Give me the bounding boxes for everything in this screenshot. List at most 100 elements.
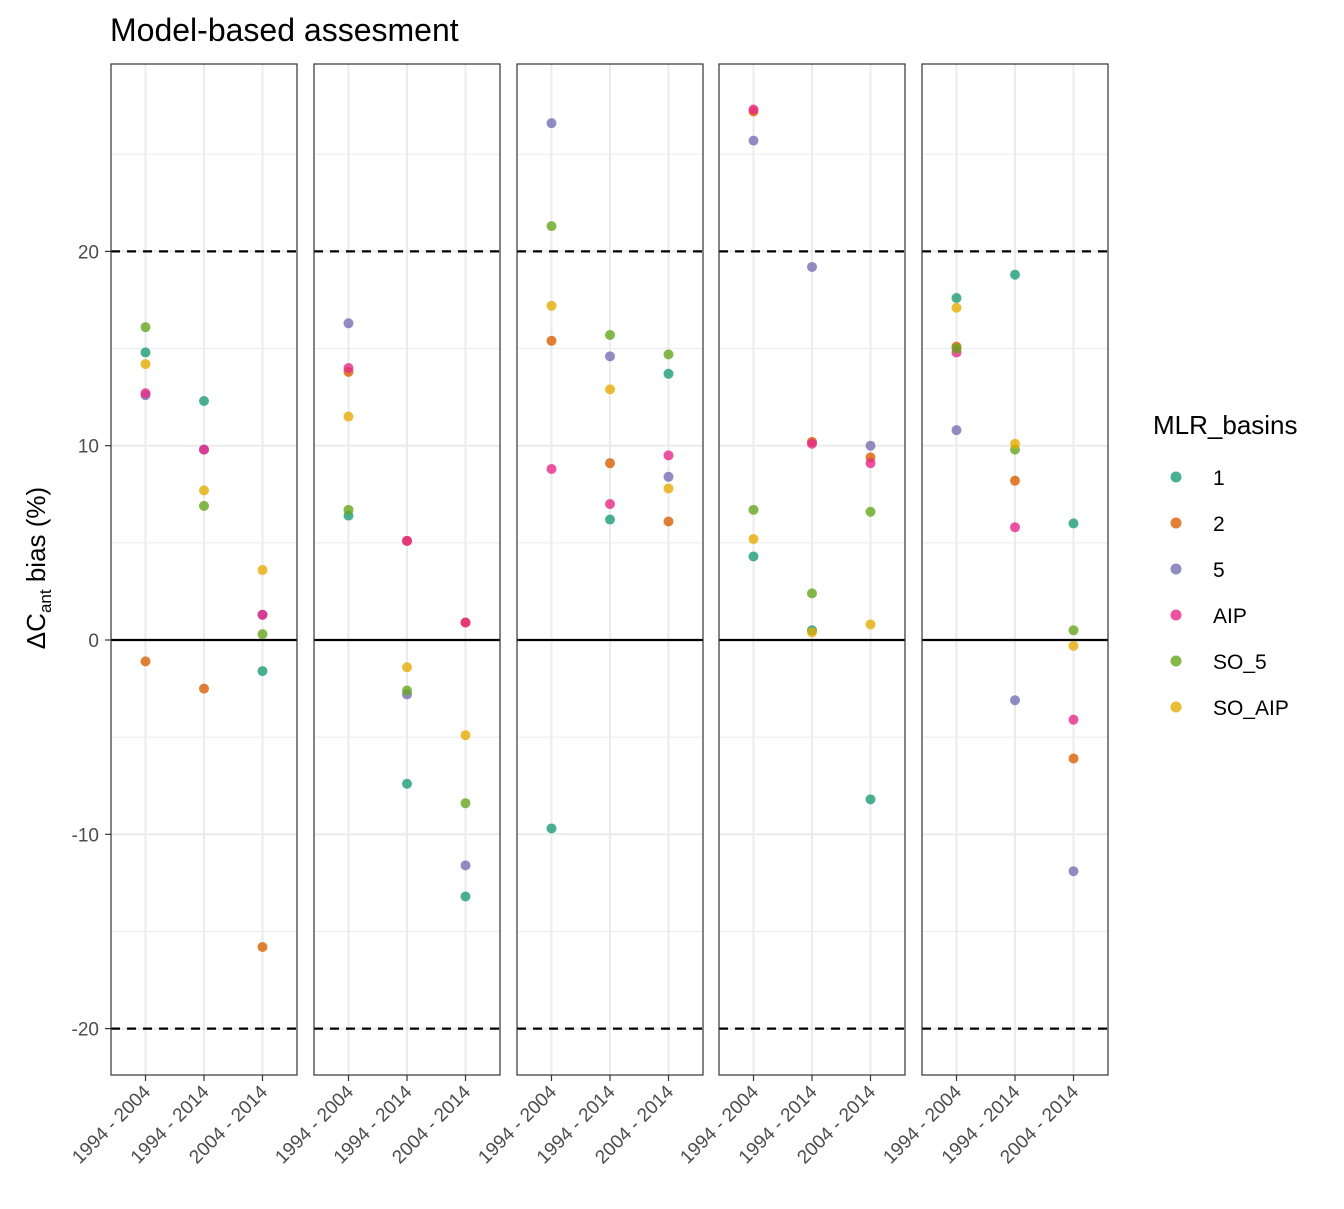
data-point-SO_5 [807,588,817,599]
data-point-2 [140,656,151,667]
legend-label-SO_AIP: SO_AIP [1213,697,1289,720]
legend-title: MLR_basins [1153,410,1298,440]
data-point-SO_AIP [951,302,962,313]
data-point-1 [140,347,151,358]
data-point-SO_5 [199,500,209,511]
data-point-SO_AIP [605,384,615,395]
data-point-2 [546,335,557,346]
data-point-1 [605,514,615,525]
data-point-SO_AIP [1068,640,1079,651]
data-point-SO_AIP [1010,438,1020,449]
data-point-2 [605,458,615,469]
y-axis-title-suffix: bias (%) [21,487,51,590]
y-axis-title: ΔCant bias (%) [21,487,55,649]
legend-key-AIP [1170,609,1182,621]
data-point-1 [748,551,759,562]
data-point-1 [1068,518,1079,529]
legend-label-SO_5: SO_5 [1213,651,1267,674]
data-point-SO_5 [140,322,151,333]
data-point-SO_AIP [807,627,817,638]
legend-label-AIP: AIP [1213,605,1247,628]
chart-title: Model-based assesment [110,12,459,48]
y-axis: -20 -10 0 10 20 [72,242,111,1041]
data-point-AIP [546,464,557,475]
data-point-AIP [402,535,412,546]
data-point-1 [546,823,557,834]
data-point-1 [199,396,209,407]
data-point-SO_AIP [257,565,268,576]
legend-label-2: 2 [1213,513,1225,536]
data-point-SO_AIP [199,485,209,496]
data-point-SO_5 [546,221,557,232]
data-point-AIP [605,498,615,509]
data-point-AIP [1068,714,1079,725]
data-point-1 [257,666,268,677]
data-point-AIP [343,362,354,373]
data-point-5 [343,318,354,329]
data-point-SO_AIP [402,662,412,673]
data-point-SO_5 [460,798,471,809]
data-point-SO_AIP [343,411,354,422]
data-point-1 [951,293,962,304]
legend: MLR_basins 1 2 5 AIP SO_5 SO_AIP [1153,410,1298,720]
data-point-AIP [663,450,674,461]
data-point-SO_AIP [460,730,471,741]
data-point-1 [402,778,412,789]
y-tick-label: 0 [88,631,99,652]
data-point-2 [663,516,674,527]
data-point-1 [1010,269,1020,280]
data-point-AIP [199,444,209,455]
data-point-1 [663,368,674,379]
legend-label-1: 1 [1213,467,1225,490]
data-point-5 [663,471,674,482]
data-point-SO_5 [663,349,674,360]
y-axis-title-subscript: ant [36,589,55,613]
y-tick-label: 20 [78,242,99,263]
data-point-AIP [748,104,759,115]
data-point-SO_5 [1068,625,1079,636]
y-axis-title-prefix: ΔC [21,613,51,649]
data-point-AIP [1010,522,1020,533]
data-point-SO_5 [865,506,876,517]
data-point-5 [460,860,471,871]
legend-key-SO_AIP [1170,701,1182,713]
data-point-SO_AIP [546,300,557,311]
data-point-5 [748,135,759,146]
data-point-2 [1068,753,1079,764]
data-point-SO_5 [605,329,615,340]
data-point-5 [546,118,557,129]
data-point-AIP [257,609,268,620]
data-point-AIP [865,458,876,469]
data-point-5 [605,351,615,362]
data-point-AIP [140,388,151,399]
data-point-AIP [460,617,471,628]
data-point-SO_AIP [140,359,151,370]
data-point-SO_5 [951,343,962,354]
data-point-2 [1010,475,1020,486]
data-point-SO_5 [402,685,412,696]
legend-key-SO_5 [1170,655,1182,667]
data-point-SO_AIP [865,619,876,630]
data-point-SO_5 [257,629,268,640]
data-point-5 [865,440,876,451]
data-point-5 [951,425,962,436]
legend-key-2 [1170,517,1182,529]
legend-label-5: 5 [1213,559,1225,582]
legend-key-5 [1170,563,1182,575]
y-tick-label: -10 [72,825,99,846]
data-point-2 [199,683,209,694]
data-point-2 [257,941,268,952]
data-point-5 [807,261,817,272]
legend-key-1 [1170,471,1182,483]
data-point-SO_5 [343,504,354,515]
data-point-1 [865,794,876,805]
data-point-SO_AIP [748,533,759,544]
y-tick-label: 10 [78,437,99,458]
